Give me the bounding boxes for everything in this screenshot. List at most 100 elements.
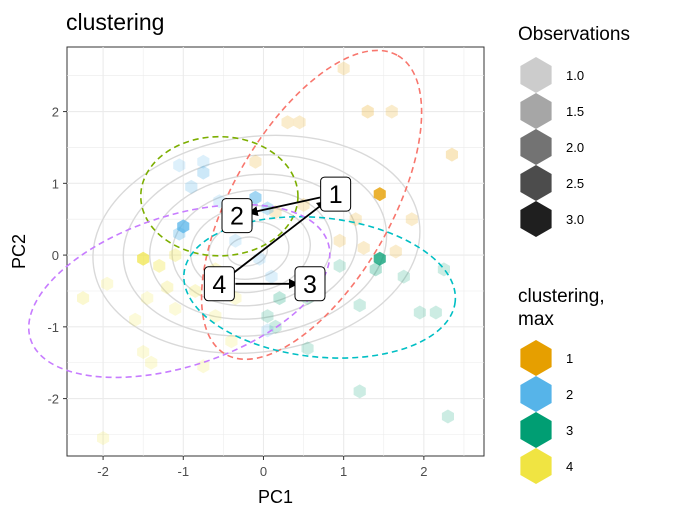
legend-label-observations: 2.5 bbox=[566, 176, 584, 191]
hexbin-point bbox=[189, 284, 202, 298]
trajectory-arrow-1-2 bbox=[247, 196, 321, 217]
x-tick-label: 0 bbox=[260, 464, 267, 479]
hexbin-point bbox=[373, 251, 386, 266]
hexbin-point bbox=[141, 291, 154, 306]
cluster-ellipse-3 bbox=[183, 215, 457, 359]
hexbin-point bbox=[185, 179, 198, 194]
hexbin-point bbox=[373, 187, 386, 202]
density-contour bbox=[122, 154, 388, 337]
density-contour bbox=[149, 173, 358, 320]
hexbin-point bbox=[333, 233, 346, 248]
x-tick-label: 2 bbox=[420, 464, 427, 479]
cluster-center-label-3: 3 bbox=[303, 271, 317, 299]
hexbin-point bbox=[353, 298, 366, 313]
hexbin-point bbox=[385, 104, 398, 119]
y-tick-label: -2 bbox=[47, 392, 59, 407]
hexbin-point bbox=[129, 312, 142, 327]
density-contour bbox=[226, 236, 269, 267]
cluster-center-box-3 bbox=[294, 266, 326, 302]
legend-key-observations bbox=[520, 93, 552, 129]
cluster-center-label-1: 1 bbox=[329, 181, 343, 209]
hexbin-point bbox=[249, 190, 262, 205]
legend-key-observations bbox=[520, 165, 552, 201]
hexbin-point bbox=[229, 233, 242, 248]
axes: -2 -1 0 1 2 -2 -1 0 1 2 bbox=[47, 105, 427, 479]
x-tick-label: 1 bbox=[340, 464, 347, 479]
legend-label-cluster: 2 bbox=[566, 387, 573, 402]
hexbin-point bbox=[333, 258, 346, 273]
hexbin-point bbox=[177, 219, 190, 234]
hexbin-point bbox=[445, 147, 458, 162]
cluster-ellipse-1 bbox=[200, 49, 423, 361]
hexbin-point bbox=[369, 262, 382, 277]
hexbin-point bbox=[357, 240, 370, 255]
density-contour bbox=[92, 134, 421, 355]
legend-key-cluster-1 bbox=[520, 340, 552, 376]
legend-label-observations: 3.0 bbox=[566, 212, 584, 227]
hexbin-point bbox=[281, 115, 294, 130]
cluster-center-labels: 1 2 3 4 bbox=[203, 176, 352, 302]
legend-title-observations: Observations bbox=[518, 24, 630, 45]
cluster-ellipses bbox=[27, 49, 457, 379]
hexbin-point bbox=[173, 158, 186, 173]
legend-label-observations: 2.0 bbox=[566, 140, 584, 155]
hexbin-point bbox=[413, 305, 426, 320]
x-axis-title: PC1 bbox=[258, 487, 293, 507]
density-contour bbox=[171, 189, 333, 307]
hexbin-point bbox=[265, 269, 278, 284]
y-axis-title: PC2 bbox=[9, 234, 29, 269]
legend-key-observations bbox=[520, 57, 552, 93]
legend-label-cluster: 3 bbox=[566, 423, 573, 438]
hexbin-point bbox=[301, 341, 314, 356]
y-tick-label: 0 bbox=[52, 248, 59, 263]
hexbin-point bbox=[225, 334, 238, 349]
trajectory-arrow-4-1 bbox=[231, 200, 327, 275]
hexbin-point bbox=[97, 431, 110, 446]
cluster-ellipse-4 bbox=[27, 203, 331, 379]
hexbin-point bbox=[361, 104, 374, 119]
legend-label-cluster: 1 bbox=[566, 351, 573, 366]
hexbin-point bbox=[441, 409, 454, 424]
hexbin-point bbox=[261, 323, 274, 338]
hexbin-point bbox=[337, 61, 350, 76]
y-tick-label: 2 bbox=[52, 105, 59, 120]
legend-key-cluster-3 bbox=[520, 412, 552, 448]
x-tick-label: -1 bbox=[177, 464, 189, 479]
hexbin-point bbox=[169, 248, 182, 263]
legend-key-cluster-4 bbox=[520, 448, 552, 484]
y-tick-label: 1 bbox=[52, 176, 59, 191]
hexbin-point bbox=[137, 251, 150, 266]
legends: Observations 1.0 1.5 2.0 2.5 3.0 clustering, ma… bbox=[518, 24, 630, 484]
legend-key-observations bbox=[520, 129, 552, 165]
cluster-center-box-1 bbox=[320, 176, 352, 212]
hexbin-point bbox=[353, 384, 366, 399]
hexbin-point bbox=[261, 309, 274, 324]
hexbin-point bbox=[153, 258, 166, 273]
hexbin-point bbox=[429, 305, 442, 320]
legend-key-observations bbox=[520, 201, 552, 237]
hexbin-point bbox=[197, 154, 210, 169]
legend-label-observations: 1.0 bbox=[566, 68, 584, 83]
cluster-center-box-4 bbox=[203, 266, 235, 302]
hexbin-point bbox=[145, 355, 158, 370]
hexbin-point bbox=[197, 359, 210, 374]
trajectory-arrows bbox=[231, 196, 327, 289]
cluster-center-label-2: 2 bbox=[230, 203, 244, 231]
hexbin-point bbox=[273, 291, 286, 306]
hexbin-point bbox=[293, 115, 306, 130]
hexbin-point bbox=[197, 165, 210, 180]
cluster-ellipse-2 bbox=[139, 135, 299, 257]
hexbin-point bbox=[397, 269, 410, 284]
legend-key-cluster-2 bbox=[520, 376, 552, 412]
legend-title-clustering: clustering, max bbox=[518, 286, 605, 330]
cluster-center-box-2 bbox=[221, 198, 253, 234]
hexbin-point bbox=[209, 309, 222, 324]
hexbin-point bbox=[389, 244, 402, 259]
legend-label-cluster: 4 bbox=[566, 459, 573, 474]
y-tick-label: -1 bbox=[47, 320, 59, 335]
hexbin-point bbox=[405, 212, 418, 227]
hexbin-point bbox=[77, 291, 90, 306]
hexbin-point bbox=[137, 345, 150, 359]
hexbin-point bbox=[101, 276, 114, 291]
